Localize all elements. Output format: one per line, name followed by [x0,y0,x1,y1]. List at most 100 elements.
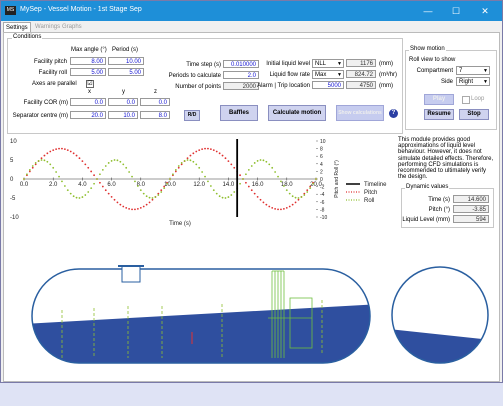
series-pitch-point [28,170,31,173]
separator-centre-x-input[interactable]: 20.0 [70,111,106,119]
series-roll-point [186,159,189,161]
y-tick-label-right: 0 [320,177,323,183]
series-roll-point [277,175,279,178]
separator-centre-y-input[interactable]: 10.0 [108,111,138,119]
liquid-flow-unit: (m³/hr) [379,72,397,78]
separator-centre-z-input[interactable]: 8.0 [140,111,170,119]
facility-roll-angle-input[interactable]: 5.00 [70,68,106,76]
facility-roll-period-input[interactable]: 5.00 [108,68,144,76]
initial-level-select[interactable]: NLL ▼ [312,59,344,68]
tab-warnings[interactable]: Warnings [35,24,61,30]
series-roll-point [303,194,306,196]
facility-pitch-angle-input[interactable]: 8.00 [70,57,106,65]
facility-cor-x-input[interactable]: 0.0 [70,98,106,106]
series-roll-point [242,178,244,180]
series-roll-point [46,160,49,163]
series-roll-point [169,178,171,180]
dynamic-values-legend: Dynamic values [405,184,450,190]
series-roll-point [84,194,87,196]
series-pitch-point [221,154,224,157]
initial-level-unit: (mm) [379,61,393,67]
series-pitch-point [101,185,104,188]
series-pitch-point [186,157,189,160]
series-pitch-point [99,181,101,184]
series-pitch-point [87,166,90,169]
series-roll-point [224,197,227,199]
num-points-label: Number of points [175,84,221,90]
minimize-button[interactable]: — [423,6,433,16]
series-pitch-point [75,154,78,157]
alarm-input[interactable]: 5000 [312,81,344,89]
series-pitch-point [209,148,212,151]
series-roll-point [268,163,271,166]
tab-graphs[interactable]: Graphs [62,24,82,30]
show-calculations-button[interactable]: Show calculations [336,105,384,121]
chevron-down-icon: ▼ [483,68,488,74]
x-tick-label: 6.0 [107,182,116,188]
help-icon[interactable]: ? [389,109,398,118]
x-tick-label: 4.0 [78,182,87,188]
axes-parallel-checkbox[interactable]: ☑ [86,80,94,88]
series-roll-point [207,180,209,183]
maximize-button[interactable]: ☐ [451,6,461,16]
stop-button[interactable]: Stop [459,109,489,120]
compartment-select[interactable]: 7 ▼ [456,66,490,75]
series-pitch-point [34,163,37,166]
side-select[interactable]: Right ▼ [456,77,490,86]
x-tick-label: 10.0 [164,182,176,188]
series-pitch-point [303,192,306,195]
series-roll-point [306,191,309,193]
series-pitch-point [215,150,218,153]
rd-button[interactable]: R/D [184,110,200,121]
series-pitch-point [245,181,247,184]
series-pitch-point [157,192,160,195]
series-pitch-point [274,207,277,210]
series-roll-point [63,185,66,187]
separator-centre-label: Separator centre (m) [12,113,68,119]
facility-cor-y-input[interactable]: 0.0 [108,98,138,106]
series-roll-point [280,180,282,183]
series-pitch-point [306,189,309,192]
conditions-group [7,38,403,134]
y-tick-label-right: 4 [320,162,323,168]
settings-panel: Conditions Max angle (°) Period (s) Faci… [3,32,500,382]
compartment-select-value: 7 [459,68,463,74]
tab-settings[interactable]: Settings [3,22,31,33]
y-tick-label-left: -10 [10,215,19,221]
periods-input[interactable]: 2.0 [223,71,259,79]
cross-section-liquid [392,329,488,363]
series-roll-point [166,182,168,185]
close-button[interactable]: ✕ [481,6,489,16]
alarm-trip-label: Alarm | Trip location [257,83,310,89]
z-header: z [154,89,157,95]
loop-checkbox[interactable] [462,96,470,104]
series-pitch-point [46,152,49,155]
vessel-side-view [31,265,371,364]
liquid-flow-select[interactable]: Max ▼ [312,70,344,79]
series-pitch-point [288,205,291,208]
series-roll-point [212,189,215,192]
cross-section-outline [391,266,489,364]
series-pitch-point [61,147,63,150]
series-roll-point [49,163,52,166]
series-pitch-point [250,189,253,192]
series-pitch-point [180,163,183,166]
time-step-input[interactable]: 0.010000 [223,60,259,68]
series-pitch-point [163,185,166,188]
series-roll-point [183,160,186,162]
calculate-motion-button[interactable]: Calculate motion [268,105,326,121]
y-tick-label-right: -10 [320,215,327,221]
series-pitch-point [207,147,209,150]
series-pitch-point [116,201,119,204]
x-tick-label: 20.0 [310,182,322,188]
series-pitch-point [262,201,265,204]
baffles-button[interactable]: Baffles [220,105,258,121]
facility-cor-z-input[interactable]: 0.0 [140,98,170,106]
y-tick-label-left: -5 [10,196,16,202]
series-roll-point [43,159,46,162]
facility-pitch-period-input[interactable]: 10.00 [108,57,144,65]
series-roll-point [312,182,314,185]
series-roll-point [139,189,142,192]
play-button[interactable]: Play [424,94,454,105]
resume-button[interactable]: Resume [424,109,454,120]
